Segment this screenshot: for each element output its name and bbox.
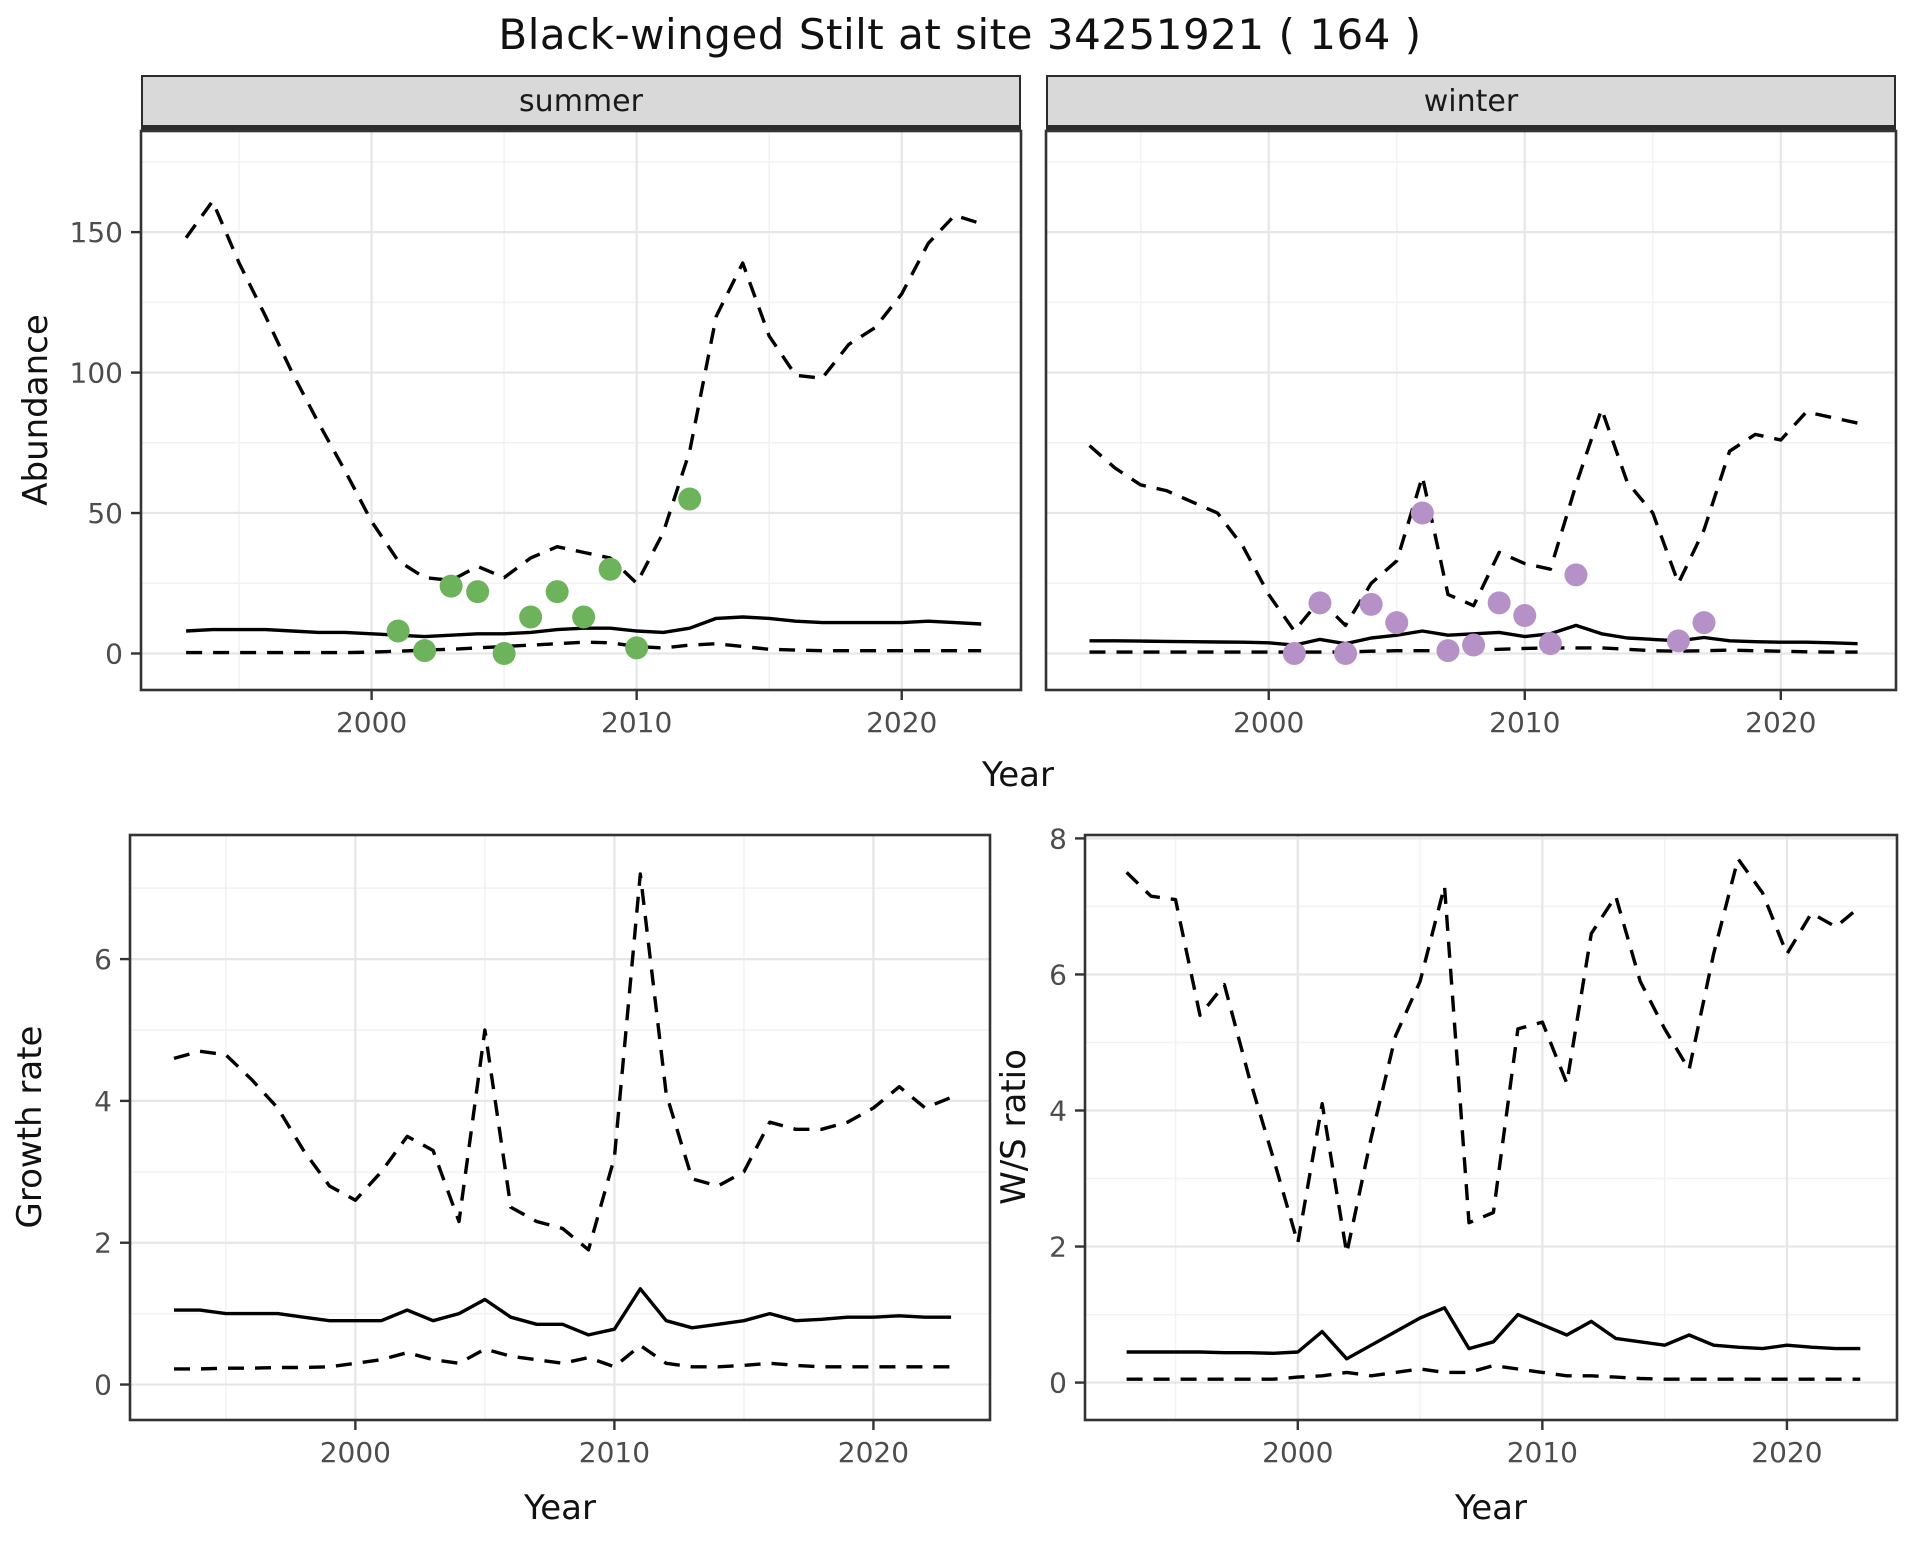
summer-observations-point: [386, 619, 410, 643]
winter-observations-point: [1487, 591, 1511, 615]
summer-observations-point: [678, 487, 702, 511]
winter-observations-point: [1308, 591, 1332, 615]
abundance-winter-panel-border: [1044, 129, 1898, 692]
growth-rate-lower-ci-line: [174, 1343, 952, 1371]
abundance-winter-upper-ci-line: [1088, 407, 1858, 633]
summer-observations-point: [439, 574, 463, 598]
winter-observations-point: [1666, 629, 1690, 653]
abundance-summer-panel-border: [139, 129, 1023, 692]
facet-strip-summer-label: summer: [519, 83, 643, 119]
chart-title: Black-winged Stilt at site 34251921 ( 16…: [498, 10, 1422, 59]
winter-observations-point: [1462, 633, 1486, 657]
winter-observations-point: [1436, 639, 1460, 663]
ws-ratio-y-tick-label: 2: [1049, 1231, 1067, 1264]
abundance-summer-y-tick-label: 50: [87, 497, 123, 530]
growth-rate-y-tick-label: 6: [94, 943, 112, 976]
x-axis-title-year-growth: Year: [524, 1488, 596, 1528]
ws-ratio-x-tick-label: 2000: [1262, 1436, 1333, 1469]
abundance-summer-x-tick-label: 2020: [866, 706, 937, 739]
ws-ratio-panel-border: [1083, 833, 1899, 1422]
winter-observations-point: [1538, 632, 1562, 656]
abundance-summer-y-tick-label: 150: [70, 216, 123, 249]
winter-observations-point: [1564, 563, 1588, 587]
facet-strip-winter-label: winter: [1423, 83, 1519, 119]
winter-observations-point: [1410, 501, 1434, 525]
summer-observations-point: [625, 636, 649, 660]
growth-rate-upper-ci-line: [173, 872, 952, 1252]
growth-rate-panel-border: [128, 833, 992, 1422]
y-axis-title-growth-rate: Growth rate: [10, 1025, 50, 1229]
x-axis-title-year-top: Year: [982, 755, 1054, 795]
summer-observations-point: [492, 641, 516, 665]
growth-rate-x-tick-label: 2000: [320, 1436, 391, 1469]
facet-strip-winter: winter: [1046, 75, 1896, 131]
abundance-winter-x-tick-label: 2020: [1745, 706, 1816, 739]
y-axis-title-ws-ratio: W/S ratio: [994, 1049, 1034, 1205]
winter-observations-point: [1692, 611, 1716, 635]
ws-ratio-lower-ci-line: [1126, 1363, 1861, 1381]
ws-ratio-upper-ci-line: [1125, 857, 1862, 1256]
winter-observations-point: [1385, 611, 1409, 635]
y-axis-title-abundance: Abundance: [16, 314, 56, 506]
summer-observations-point: [466, 580, 490, 604]
growth-rate-y-tick-label: 0: [94, 1369, 112, 1402]
growth-rate-y-tick-label: 2: [94, 1227, 112, 1260]
abundance-summer-y-tick-label: 100: [70, 357, 123, 390]
growth-rate-median-line: [174, 1287, 952, 1337]
summer-observations-point: [545, 580, 569, 604]
summer-observations-point: [598, 557, 622, 581]
abundance-summer-x-tick-label: 2010: [601, 706, 672, 739]
ws-ratio-x-tick-label: 2020: [1751, 1436, 1822, 1469]
summer-observations-point: [413, 639, 437, 663]
ws-ratio-y-tick-label: 4: [1049, 1094, 1067, 1127]
summer-observations-point: [519, 605, 543, 629]
abundance-winter-x-tick-label: 2010: [1489, 706, 1560, 739]
x-axis-title-year-ws: Year: [1455, 1488, 1527, 1528]
ws-ratio-y-tick-label: 0: [1049, 1367, 1067, 1400]
abundance-summer-x-tick-label: 2000: [336, 706, 407, 739]
growth-rate-x-tick-label: 2020: [838, 1436, 909, 1469]
ws-ratio-x-tick-label: 2010: [1507, 1436, 1578, 1469]
abundance-summer-y-tick-label: 0: [105, 637, 123, 670]
winter-observations-point: [1334, 641, 1358, 665]
growth-rate-y-tick-label: 4: [94, 1085, 112, 1118]
summer-observations-point: [572, 605, 596, 629]
growth-rate-x-tick-label: 2010: [579, 1436, 650, 1469]
ws-ratio-y-tick-label: 8: [1049, 822, 1067, 855]
facet-strip-summer: summer: [141, 75, 1021, 131]
winter-observations-point: [1359, 592, 1383, 616]
winter-observations-point: [1282, 641, 1306, 665]
abundance-winter-x-tick-label: 2000: [1233, 706, 1304, 739]
ws-ratio-median-line: [1126, 1306, 1861, 1361]
winter-observations-point: [1513, 604, 1537, 628]
ws-ratio-y-tick-label: 6: [1049, 958, 1067, 991]
abundance-summer-upper-ci-line: [184, 199, 982, 585]
abundance-summer-lower-ci-line: [186, 640, 982, 655]
